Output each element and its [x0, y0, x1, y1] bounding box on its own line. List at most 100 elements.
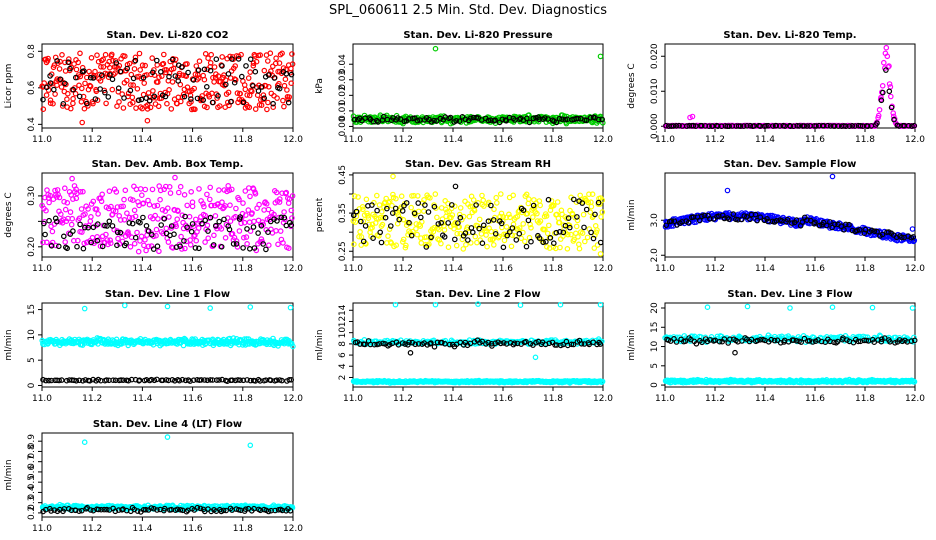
data-point: [232, 77, 239, 83]
data-point: [365, 213, 371, 219]
data-point: [369, 224, 375, 231]
data-point: [406, 220, 413, 227]
data-point: [106, 188, 113, 195]
data-point: [235, 377, 241, 383]
data-point: [149, 55, 156, 61]
data-point: [207, 196, 213, 203]
data-point: [204, 84, 210, 90]
data-point: [871, 228, 878, 235]
data-point: [386, 341, 393, 348]
data-point: [389, 210, 396, 216]
data-point: [574, 214, 580, 220]
data-point: [884, 53, 891, 60]
series-b: [40, 213, 295, 253]
data-point: [222, 235, 229, 241]
data-point: [219, 199, 225, 206]
data-point: [92, 96, 99, 102]
data-point: [75, 237, 81, 244]
data-point: [81, 105, 88, 112]
data-point: [196, 245, 202, 252]
data-point: [132, 234, 139, 241]
data-point: [386, 226, 393, 232]
data-point: [153, 226, 160, 233]
data-point: [204, 191, 210, 198]
data-point: [234, 244, 241, 250]
y-tick-label: 0.4: [27, 117, 37, 132]
data-point: [129, 220, 136, 227]
y-tick-label: 0.020: [650, 43, 660, 69]
data-point: [191, 233, 197, 239]
data-point: [213, 56, 220, 63]
data-point: [168, 223, 175, 229]
data-point: [568, 341, 575, 348]
data-point: [159, 207, 166, 213]
data-point: [76, 215, 83, 222]
data-point: [241, 219, 248, 226]
data-point: [117, 229, 124, 236]
data-point: [137, 238, 143, 244]
data-point: [829, 224, 836, 231]
data-point: [181, 238, 187, 244]
data-point: [167, 190, 174, 196]
data-point: [492, 231, 499, 237]
data-point: [357, 218, 364, 225]
data-point: [258, 236, 265, 242]
data-point: [180, 72, 186, 79]
data-point: [415, 200, 422, 206]
data-point: [225, 71, 232, 77]
data-point: [252, 53, 258, 59]
data-point: [599, 120, 606, 126]
data-point: [108, 203, 114, 210]
data-point: [508, 243, 515, 250]
data-point: [170, 245, 176, 251]
data-point: [793, 217, 800, 223]
y-tick-label: 0.35: [338, 203, 348, 223]
data-point: [360, 238, 367, 245]
data-point: [673, 123, 680, 129]
data-point: [94, 52, 100, 59]
data-point: [286, 94, 293, 100]
data-point: [176, 377, 183, 384]
data-point: [177, 243, 183, 250]
data-point: [47, 73, 53, 79]
outlier-point: [144, 117, 151, 124]
data-point: [454, 230, 461, 237]
data-point: [534, 210, 540, 217]
data-point: [189, 221, 196, 227]
data-point: [236, 196, 242, 203]
data-point: [541, 115, 548, 121]
data-point: [47, 100, 54, 107]
data-point: [428, 119, 435, 125]
data-point: [353, 208, 360, 215]
data-point: [849, 123, 856, 129]
data-point: [556, 229, 563, 235]
data-point: [125, 229, 131, 235]
data-point: [140, 91, 147, 98]
outlier-point: [597, 251, 604, 257]
data-point: [418, 219, 425, 225]
x-tick-label: 11.0: [343, 264, 363, 274]
data-point: [80, 377, 86, 384]
data-point: [71, 377, 77, 384]
data-point: [179, 64, 185, 70]
data-point: [237, 377, 243, 384]
x-tick-label: 11.4: [755, 264, 775, 274]
data-point: [62, 185, 68, 192]
data-point: [64, 96, 70, 103]
data-point: [597, 341, 604, 347]
data-point: [47, 97, 54, 104]
x-tick-label: 11.4: [443, 394, 463, 404]
y-axis-label: ml/min: [4, 329, 14, 360]
data-point: [159, 92, 166, 99]
data-point: [178, 98, 184, 105]
data-point: [60, 233, 67, 240]
data-point: [488, 340, 495, 347]
data-point: [547, 235, 554, 241]
data-point: [88, 214, 94, 220]
data-point: [726, 123, 733, 130]
data-point: [131, 207, 138, 214]
y-tick-label: 15: [650, 322, 660, 333]
data-point: [194, 95, 201, 102]
data-point: [210, 242, 217, 248]
data-point: [429, 233, 435, 240]
